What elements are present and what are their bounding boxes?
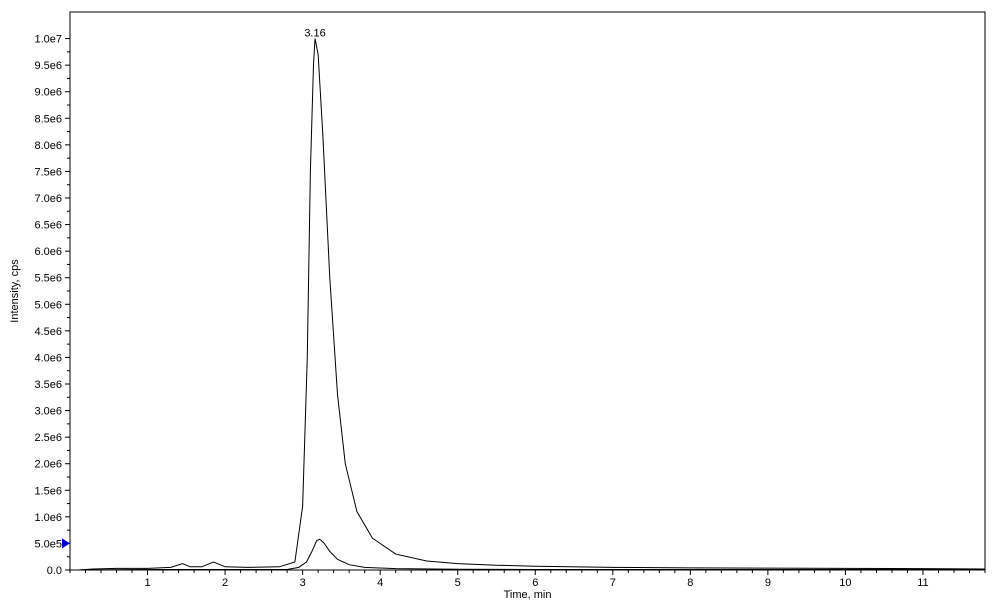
y-tick-label: 2.0e6 — [34, 459, 62, 471]
chromatogram-chart: 0.0 5.0e5 1.0e6 1.5e6 2.0e6 2.5e6 3.0e6 3.5e6 4.… — [0, 0, 1000, 600]
plot-border — [70, 12, 985, 570]
y-tick-label: 5.5e6 — [34, 273, 62, 285]
x-tick-label: 2 — [222, 577, 228, 589]
x-tick-label: 11 — [917, 577, 928, 589]
y-tick-label: 1.0e7 — [34, 34, 62, 46]
x-tick-label: 4 — [377, 577, 383, 589]
x-axis-label: Time, min — [504, 589, 552, 600]
x-tick-label: 1 — [144, 577, 150, 589]
y-tick-label: 3.0e6 — [34, 406, 62, 418]
y-tick-label: 1.0e6 — [34, 512, 62, 524]
baseline-marker-icon — [62, 538, 70, 548]
trace-trace_large — [78, 39, 985, 570]
x-tick-label: 9 — [765, 577, 771, 589]
y-tick-label: 7.0e6 — [34, 193, 62, 205]
y-axis-label: Intensity, cps — [9, 259, 21, 323]
trace-trace_small — [78, 539, 985, 570]
y-tick-label: 4.5e6 — [34, 326, 62, 338]
y-tick-label: 8.0e6 — [34, 140, 62, 152]
x-tick-label: 5 — [455, 577, 461, 589]
x-tick-label: 6 — [532, 577, 538, 589]
y-tick-label: 1.5e6 — [34, 485, 62, 497]
y-tick-label: 9.0e6 — [34, 87, 62, 99]
y-tick-label: 4.0e6 — [34, 352, 62, 364]
chart-svg: 0.0 5.0e5 1.0e6 1.5e6 2.0e6 2.5e6 3.0e6 3.5e6 4.… — [0, 0, 1000, 600]
y-tick-label: 9.5e6 — [34, 60, 62, 72]
y-tick-label: 5.0e6 — [34, 299, 62, 311]
y-tick-label: 5.0e5 — [34, 538, 62, 550]
y-tick-label: 3.5e6 — [34, 379, 62, 391]
y-tick-label: 7.5e6 — [34, 166, 62, 178]
peak-label: 3.16 — [304, 28, 325, 40]
x-tick-label: 8 — [687, 577, 693, 589]
x-tick-label: 7 — [610, 577, 616, 589]
x-tick-label: 3 — [300, 577, 306, 589]
y-tick-label: 0.0 — [47, 565, 62, 577]
y-tick-label: 6.5e6 — [34, 220, 62, 232]
y-tick-label: 8.5e6 — [34, 113, 62, 125]
y-tick-label: 2.5e6 — [34, 432, 62, 444]
x-tick-label: 10 — [839, 577, 851, 589]
y-tick-label: 6.0e6 — [34, 246, 62, 258]
